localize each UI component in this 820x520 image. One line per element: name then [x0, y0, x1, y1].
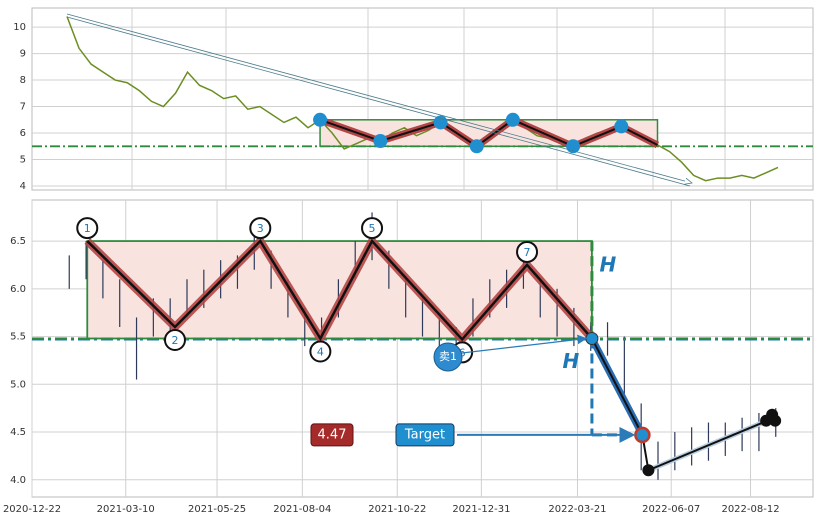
pattern-label-ring: [163, 329, 186, 352]
pattern-box: [86, 240, 593, 340]
x-tick-label: 2020-12-22: [3, 504, 61, 515]
recovery-core: [647, 417, 774, 472]
target-label: Target: [404, 427, 445, 442]
breakdown-core: [590, 337, 644, 436]
target-value: 4.47: [318, 427, 347, 442]
sell-arrow: [461, 334, 588, 354]
height-label: H: [600, 253, 617, 277]
x-tick-label: 2022-03-21: [548, 504, 606, 515]
pattern-label-ring: [249, 217, 272, 240]
trend-arrow: [66, 13, 692, 183]
pattern-core: [86, 238, 593, 342]
end-point: [769, 414, 782, 427]
x-tick-label: 2021-08-04: [273, 504, 331, 515]
pattern-point: [505, 112, 520, 127]
y-tick-label: 6.0: [10, 284, 26, 295]
pattern-label: 3: [257, 222, 264, 235]
x-tick-label: 2021-05-25: [188, 504, 246, 515]
trend-arrow: [66, 16, 691, 187]
low-point: [642, 464, 655, 477]
pattern-label: 7: [524, 246, 531, 259]
price-line: [66, 16, 779, 182]
pattern-point: [313, 112, 328, 127]
sell-bubble: [433, 342, 463, 372]
y-tick-label: 5: [20, 155, 26, 166]
x-tick-label: 2021-03-10: [97, 504, 155, 515]
pattern-point: [614, 119, 629, 134]
y-tick-label: 6: [20, 128, 26, 139]
target-value-box: [310, 423, 354, 447]
y-tick-label: 4.5: [10, 427, 26, 438]
bottom-chart: 4.0 4.5 5.0 5.5 6.0 6.5 2020-12-22 2021-03-10 20…: [3, 200, 813, 515]
y-tick-label: 5.5: [10, 332, 26, 343]
sell-point: [585, 331, 599, 345]
pattern-label: 5: [369, 222, 376, 235]
y-tick-label: 8: [20, 75, 26, 86]
y-tick-label: 10: [13, 22, 26, 33]
target-box: [395, 423, 455, 447]
y-tick-label: 4: [20, 181, 26, 192]
top-chart: 4 5 6 7 8 9 10: [13, 16, 813, 192]
pattern-label-ring: [361, 217, 384, 240]
x-tick-label: 2021-12-31: [452, 504, 510, 515]
pattern-label-ring: [309, 340, 332, 363]
y-tick-label: 7: [20, 102, 26, 113]
x-tick-label: 2022-06-07: [642, 504, 700, 515]
y-tick-label: 9: [20, 49, 26, 60]
height-label: H: [563, 349, 580, 373]
target-point: [634, 426, 651, 444]
pattern-label-ring: [76, 217, 99, 240]
pattern-label-ring: [516, 240, 539, 263]
sell-label: 卖1: [439, 350, 457, 363]
x-tick-label: 2022-08-12: [721, 504, 779, 515]
pattern-point: [469, 139, 484, 154]
y-tick-label: 4.0: [10, 475, 26, 486]
pattern-label: 2: [171, 334, 178, 347]
x-tick-label: 2021-10-22: [368, 504, 426, 515]
pattern-label: 1: [84, 222, 91, 235]
y-tick-label: 6.5: [10, 236, 26, 247]
pattern-label: 4: [317, 345, 324, 358]
pattern-point: [373, 133, 388, 148]
pattern-point: [433, 115, 448, 130]
y-tick-label: 5.0: [10, 379, 26, 390]
